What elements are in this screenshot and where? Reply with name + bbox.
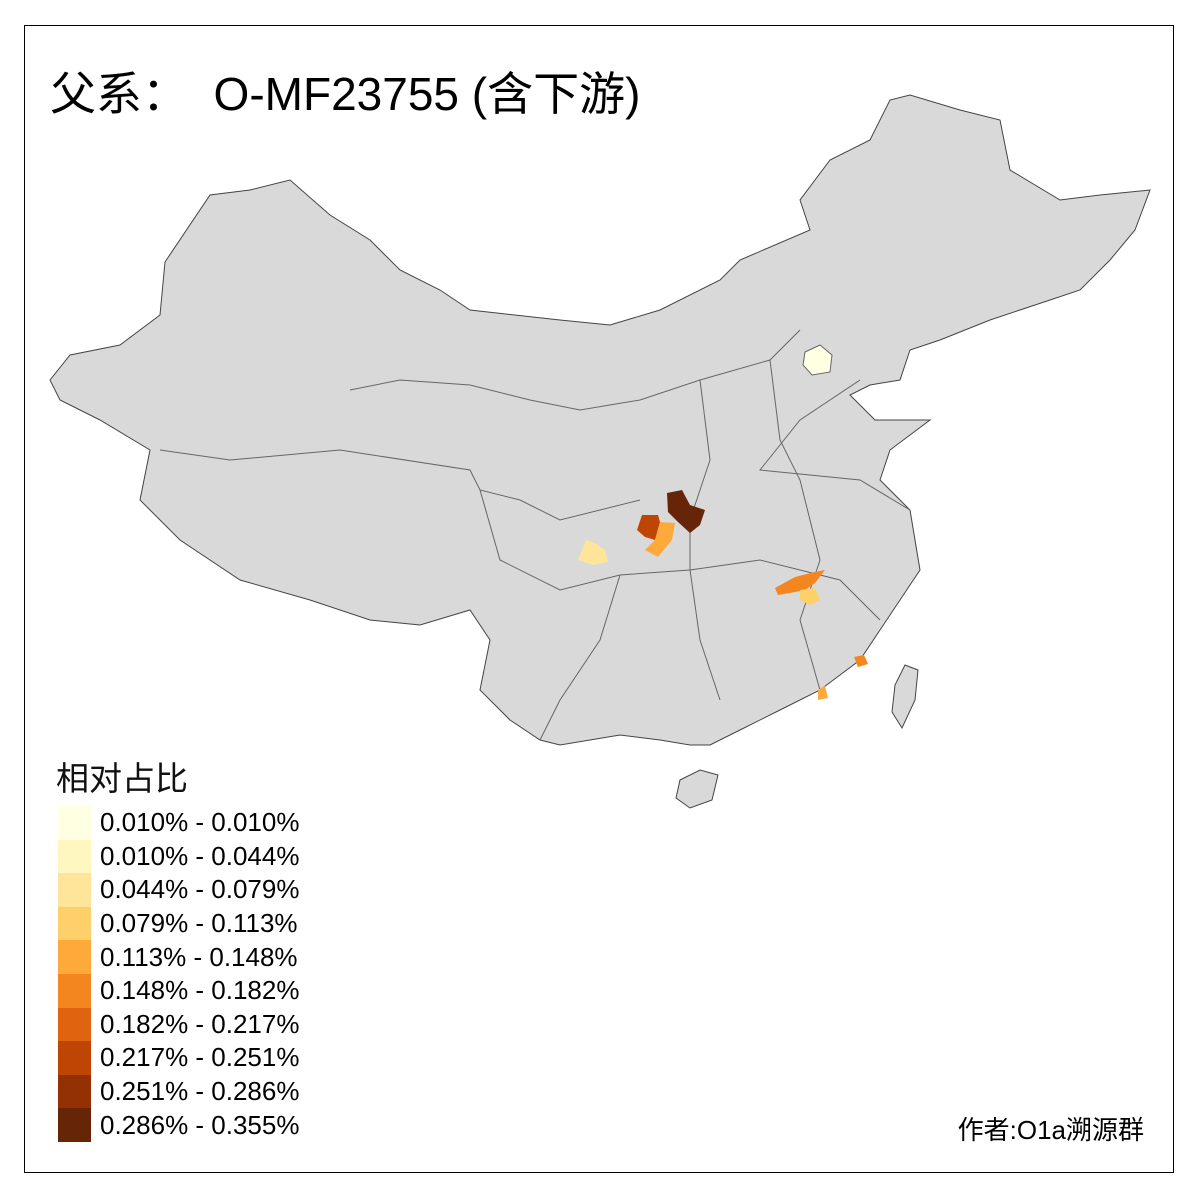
legend-swatch	[58, 806, 91, 840]
legend-label: 0.286% - 0.355%	[100, 1109, 300, 1140]
legend-label: 0.044% - 0.079%	[100, 874, 300, 905]
legend-swatch	[58, 1041, 91, 1075]
legend-swatch	[58, 839, 91, 874]
region-yellow-1	[578, 540, 608, 565]
legend-label: 0.182% - 0.217%	[100, 1008, 300, 1039]
legend-swatch	[58, 906, 91, 941]
legend-item: 0.113% - 0.148%	[58, 940, 299, 974]
legend-swatch	[58, 973, 91, 1008]
region-dark-1	[667, 490, 705, 533]
hainan-island	[675, 769, 719, 809]
legend-item: 0.079% - 0.113%	[58, 906, 299, 941]
legend-swatch	[58, 873, 91, 907]
legend-swatch	[58, 1007, 91, 1042]
map-title: 父系： O-MF23755 (含下游)	[50, 68, 641, 120]
legend-label: 0.010% - 0.044%	[100, 840, 300, 871]
legend-label: 0.010% - 0.010%	[100, 807, 300, 838]
legend-item: 0.251% - 0.286%	[58, 1074, 300, 1109]
legend-item: 0.044% - 0.079%	[58, 873, 299, 907]
legend-item: 0.182% - 0.217%	[58, 1007, 300, 1042]
legend: 0.010% - 0.010% 0.010% - 0.044% 0.044% - 0…	[58, 806, 299, 1142]
legend-label: 0.079% - 0.113%	[100, 908, 298, 939]
region-orange-3	[854, 655, 868, 667]
region-beijing	[802, 344, 833, 376]
legend-item: 0.010% - 0.010%	[58, 806, 299, 840]
legend-item: 0.148% - 0.182%	[58, 973, 300, 1008]
legend-label: 0.113% - 0.148%	[100, 941, 298, 972]
author-credit: 作者:O1a溯源群	[957, 1115, 1144, 1145]
legend-swatch	[58, 1074, 91, 1109]
region-orange-4	[818, 686, 828, 700]
legend-swatch	[58, 940, 91, 974]
region-yellow-2	[800, 588, 820, 605]
legend-label: 0.251% - 0.286%	[100, 1076, 300, 1107]
region-orange-1	[645, 522, 675, 557]
legend-label: 0.148% - 0.182%	[100, 975, 300, 1006]
region-orange-2	[775, 570, 825, 595]
legend-item: 0.010% - 0.044%	[58, 839, 300, 874]
legend-swatch	[58, 1108, 91, 1142]
legend-item: 0.217% - 0.251%	[58, 1041, 299, 1075]
legend-item: 0.286% - 0.355%	[58, 1108, 299, 1142]
legend-title: 相对占比	[56, 760, 188, 797]
taiwan-island	[891, 664, 919, 730]
region-darkorange	[637, 515, 660, 540]
plot-frame	[24, 25, 1174, 1173]
china-mainland	[49, 94, 1151, 746]
legend-label: 0.217% - 0.251%	[100, 1042, 300, 1073]
province-borders	[159, 329, 911, 741]
